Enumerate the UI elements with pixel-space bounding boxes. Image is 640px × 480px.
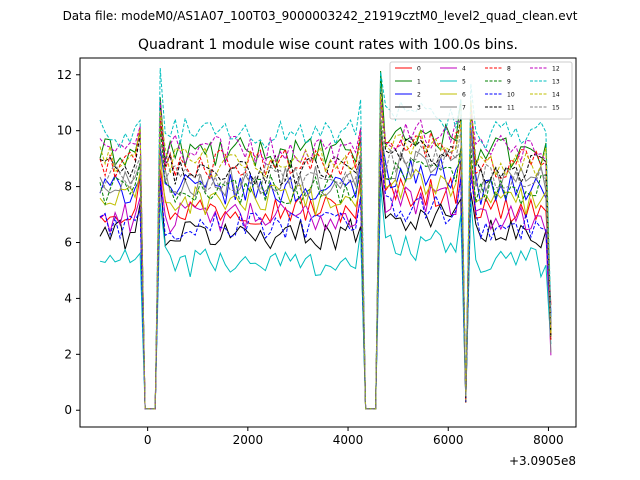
x-offset-label: +3.0905e8: [509, 454, 576, 468]
series-line-10: [99, 151, 552, 410]
y-tick-label: 8: [64, 180, 72, 194]
legend-label-8: 8: [507, 66, 511, 73]
legend-label-7: 7: [462, 105, 466, 112]
x-tick-label: 0: [144, 433, 152, 447]
legend-label-13: 13: [552, 79, 560, 86]
legend-label-12: 12: [552, 66, 560, 73]
legend-label-2: 2: [417, 92, 421, 99]
x-tick-label: 4000: [333, 433, 364, 447]
legend-label-5: 5: [462, 79, 466, 86]
series-line-8: [99, 101, 552, 410]
series-line-1: [99, 70, 552, 410]
series-line-14: [99, 94, 552, 410]
series-layer: [99, 68, 552, 410]
series-line-0: [99, 132, 552, 410]
series-line-12: [99, 94, 552, 410]
legend-label-9: 9: [507, 79, 511, 86]
series-line-13: [99, 68, 552, 410]
y-tick-label: 0: [64, 403, 72, 417]
y-tick-label: 12: [57, 68, 72, 82]
series-line-11: [99, 89, 552, 410]
series-line-15: [99, 104, 552, 410]
y-tick-label: 10: [57, 124, 72, 138]
y-tick-label: 4: [64, 291, 72, 305]
series-line-9: [99, 121, 552, 410]
legend-label-15: 15: [552, 105, 560, 112]
series-line-2: [99, 126, 552, 410]
figure-suptitle: Data file: modeM0/AS1A07_100T03_90000032…: [63, 9, 578, 23]
legend-label-14: 14: [552, 92, 560, 99]
x-tick-label: 8000: [533, 433, 564, 447]
x-tick-label: 2000: [233, 433, 264, 447]
legend-label-0: 0: [417, 66, 421, 73]
y-axis: 0 2 4 6 8 10 12: [57, 68, 80, 417]
x-axis: 0 2000 4000 6000 8000: [144, 427, 564, 447]
legend-label-6: 6: [462, 92, 466, 99]
legend-label-11: 11: [507, 105, 515, 112]
legend-label-4: 4: [462, 66, 466, 73]
series-line-5: [99, 186, 552, 410]
chart-title: Quadrant 1 module wise count rates with …: [138, 37, 518, 53]
legend-label-10: 10: [507, 92, 515, 99]
legend-label-3: 3: [417, 105, 421, 112]
y-tick-label: 2: [64, 347, 72, 361]
series-line-4: [99, 148, 552, 410]
series-line-3: [99, 170, 552, 410]
legend-box: [389, 61, 573, 120]
series-line-7: [99, 120, 552, 410]
x-tick-label: 6000: [433, 433, 464, 447]
legend-label-1: 1: [417, 79, 421, 86]
y-tick-label: 6: [64, 236, 72, 250]
